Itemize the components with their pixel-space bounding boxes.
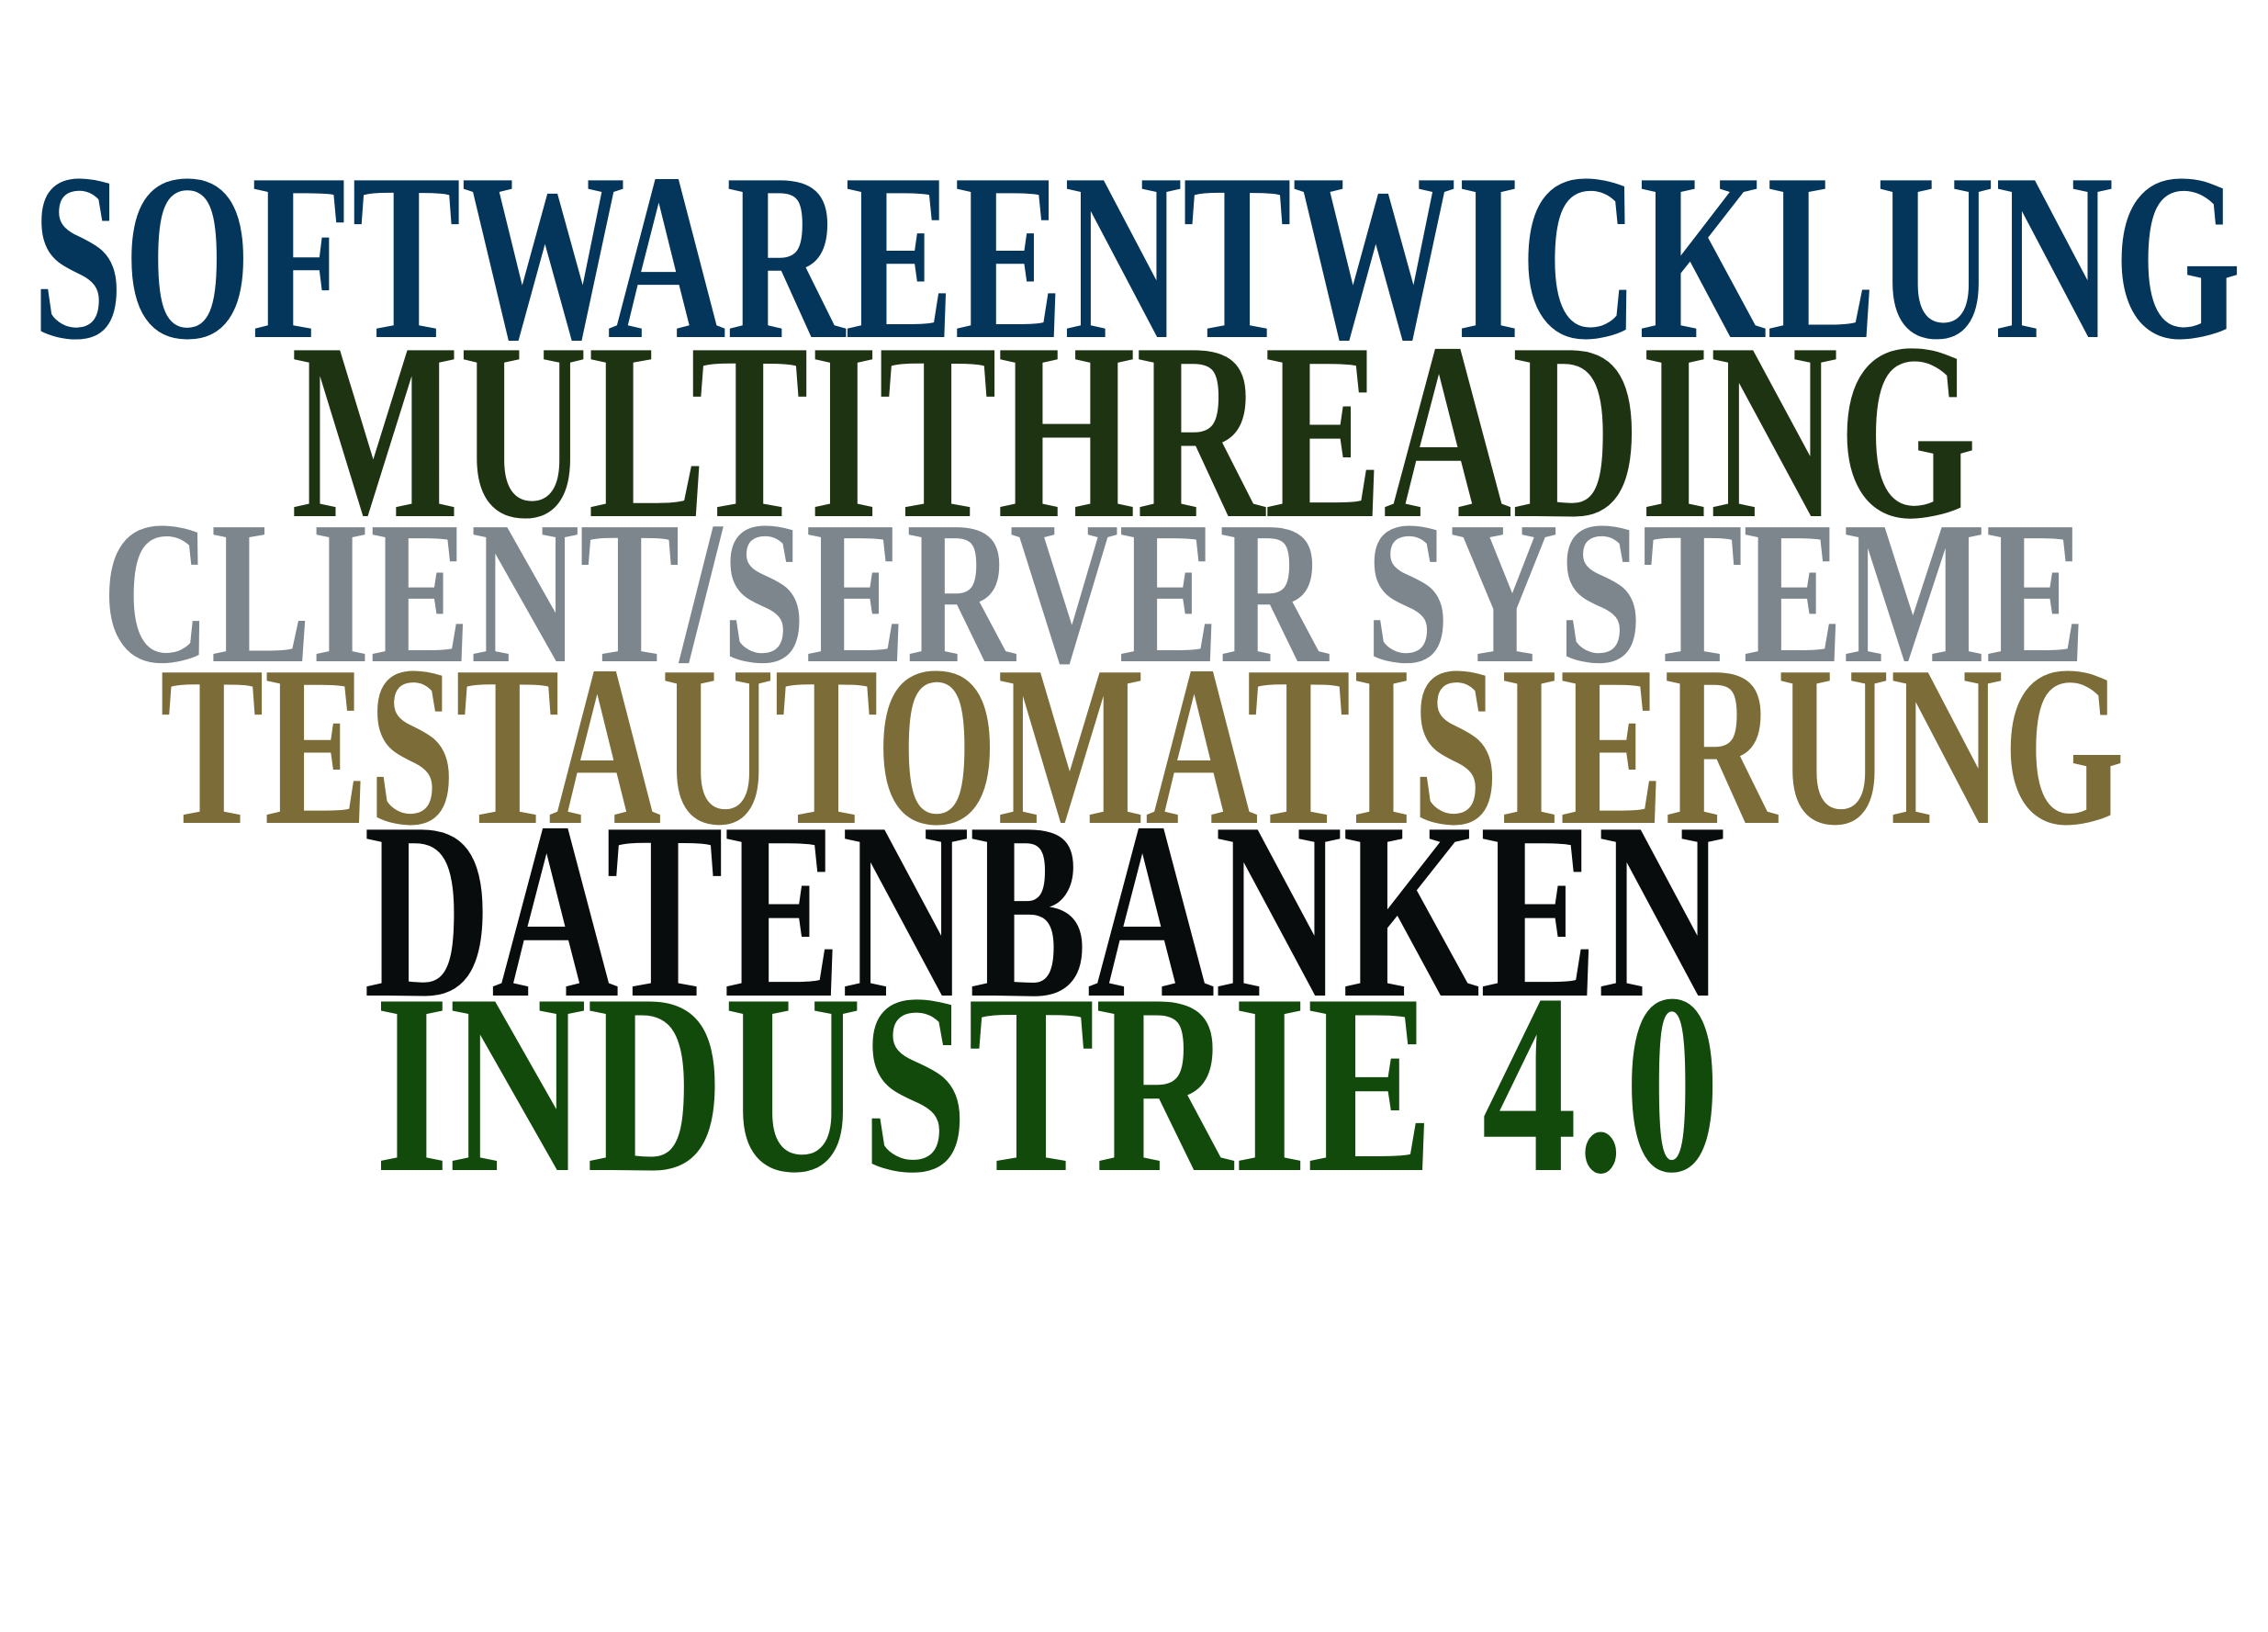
word: TESTAUTOMATISIERUNG: [160, 619, 2125, 873]
word: INDUSTRIE 4.0: [375, 940, 1720, 1226]
word: SOFTWAREENTWICKLUNG: [32, 125, 2241, 389]
word: CLIENT/SERVER SYSTEME: [102, 480, 2086, 706]
word: DATENBANKEN: [364, 770, 1725, 1051]
word: MULTITHREADING: [291, 290, 1977, 571]
